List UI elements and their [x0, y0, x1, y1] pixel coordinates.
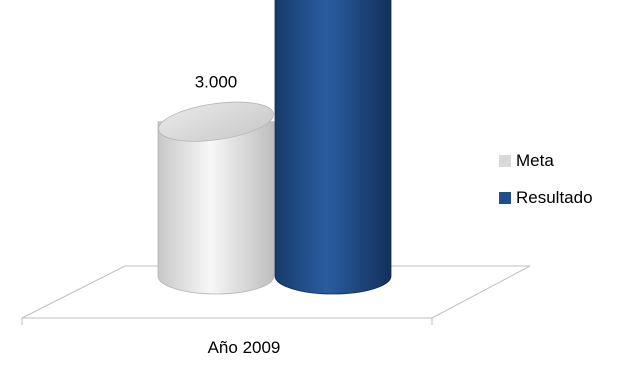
- legend-label-meta: Meta: [516, 151, 554, 170]
- legend-swatch-meta: [499, 155, 511, 167]
- legend-label-resultado: Resultado: [516, 188, 593, 207]
- bar-top: [158, 101, 274, 142]
- bar-resultado: [274, 0, 392, 295]
- data-label-meta: 3.000: [195, 73, 238, 92]
- chart-data-labels: 3.0006.421: [195, 73, 238, 92]
- chart-category-labels: Año 2009: [208, 338, 281, 357]
- bar-meta: [157, 101, 275, 295]
- category-label: Año 2009: [208, 338, 281, 357]
- bar-body: [157, 121, 275, 295]
- chart-floor: [21, 265, 531, 325]
- chart-legend: Meta Resultado: [499, 151, 593, 207]
- chart-bars: [157, 0, 392, 295]
- legend-swatch-resultado: [499, 192, 511, 204]
- bar-body: [274, 0, 392, 295]
